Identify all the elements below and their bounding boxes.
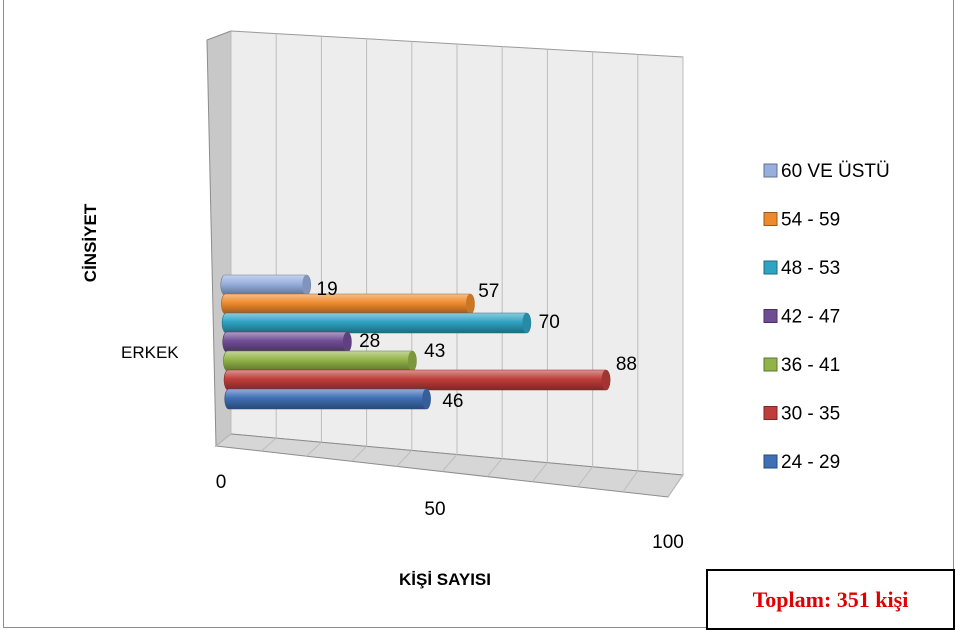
bar-42-47 — [222, 331, 352, 353]
total-box: Toplam: 351 kişi — [706, 569, 955, 630]
bars — [220, 274, 611, 410]
bar-body — [221, 312, 532, 334]
floor-gridline — [532, 462, 548, 483]
bar-cap — [422, 389, 431, 409]
legend-label: 54 - 59 — [781, 210, 840, 231]
legend-item-30-35: 30 - 35 — [763, 404, 840, 425]
legend: 60 VE ÜSTÜ 54 - 59 48 - 53 42 - 47 36 - 41 30… — [763, 161, 890, 473]
data-label-36-41: 43 — [424, 341, 445, 362]
legend-item-42-47: 42 - 47 — [763, 307, 840, 328]
legend-swatch — [763, 454, 778, 469]
legend-item-24-29: 24 - 29 — [763, 452, 840, 473]
bar-cap — [407, 351, 417, 371]
category-label: ERKEK — [121, 343, 179, 362]
legend-item-48-53: 48 - 53 — [763, 258, 840, 279]
bar-cap — [522, 313, 531, 333]
bar-body — [221, 293, 475, 315]
total-text: Toplam: 351 kişi — [752, 586, 909, 612]
x-tick-0: 0 — [216, 472, 227, 493]
x-tick-50: 50 — [424, 499, 445, 520]
data-labels: 46 88 43 28 70 57 19 — [317, 279, 637, 412]
bar-cap — [302, 275, 311, 295]
data-label-24-29: 46 — [442, 391, 463, 412]
floor-gridline — [667, 474, 684, 498]
floor-gridline — [577, 466, 593, 488]
legend-label: 60 VE ÜSTÜ — [781, 161, 890, 182]
floor-gridline — [441, 454, 458, 472]
floor-gridline — [260, 437, 277, 452]
legend-swatch — [763, 260, 778, 275]
legend-swatch — [763, 163, 778, 178]
data-label-54-59: 57 — [478, 281, 499, 302]
bar-36-41 — [223, 350, 417, 372]
floor-gridline — [351, 445, 367, 462]
bar-body — [223, 350, 417, 372]
legend-swatch — [763, 212, 778, 226]
legend-swatch — [763, 309, 778, 323]
bar-body — [223, 369, 611, 391]
legend-item-54-59: 54 - 59 — [763, 210, 840, 231]
bar-30-35 — [223, 369, 611, 391]
bar-54-59 — [221, 293, 475, 315]
bar-cap — [342, 332, 352, 352]
floor-gridline — [622, 470, 639, 493]
y-axis-title: CİNSİYET — [81, 203, 100, 282]
floor-gridline — [396, 450, 413, 467]
legend-label: 48 - 53 — [781, 258, 840, 279]
legend-label: 30 - 35 — [781, 404, 840, 425]
x-axis-title: KİŞİ SAYISI — [399, 570, 491, 589]
bar-cap — [465, 294, 475, 314]
data-label-42-47: 28 — [359, 331, 380, 352]
data-label-60vest: 19 — [317, 279, 338, 300]
data-label-48-53: 70 — [539, 312, 560, 333]
floor-gridline — [215, 433, 232, 447]
bar-body — [220, 274, 312, 296]
bar-60vest — [220, 274, 312, 296]
bar-body — [224, 388, 431, 410]
legend-swatch — [763, 406, 778, 420]
data-label-30-35: 88 — [616, 354, 637, 375]
legend-label: 42 - 47 — [781, 307, 840, 328]
x-tick-100: 100 — [652, 532, 684, 553]
bar-24-29 — [224, 388, 431, 410]
bar-48-53 — [221, 312, 532, 334]
legend-label: 36 - 41 — [781, 355, 840, 376]
bar-cap — [601, 370, 611, 390]
legend-item-60vest: 60 VE ÜSTÜ — [763, 161, 890, 182]
bar-body — [222, 331, 352, 353]
legend-item-36-41: 36 - 41 — [763, 355, 840, 376]
floor-gridline — [306, 441, 322, 457]
legend-label: 24 - 29 — [781, 452, 840, 473]
legend-swatch — [763, 357, 778, 372]
floor-gridline — [486, 458, 503, 477]
